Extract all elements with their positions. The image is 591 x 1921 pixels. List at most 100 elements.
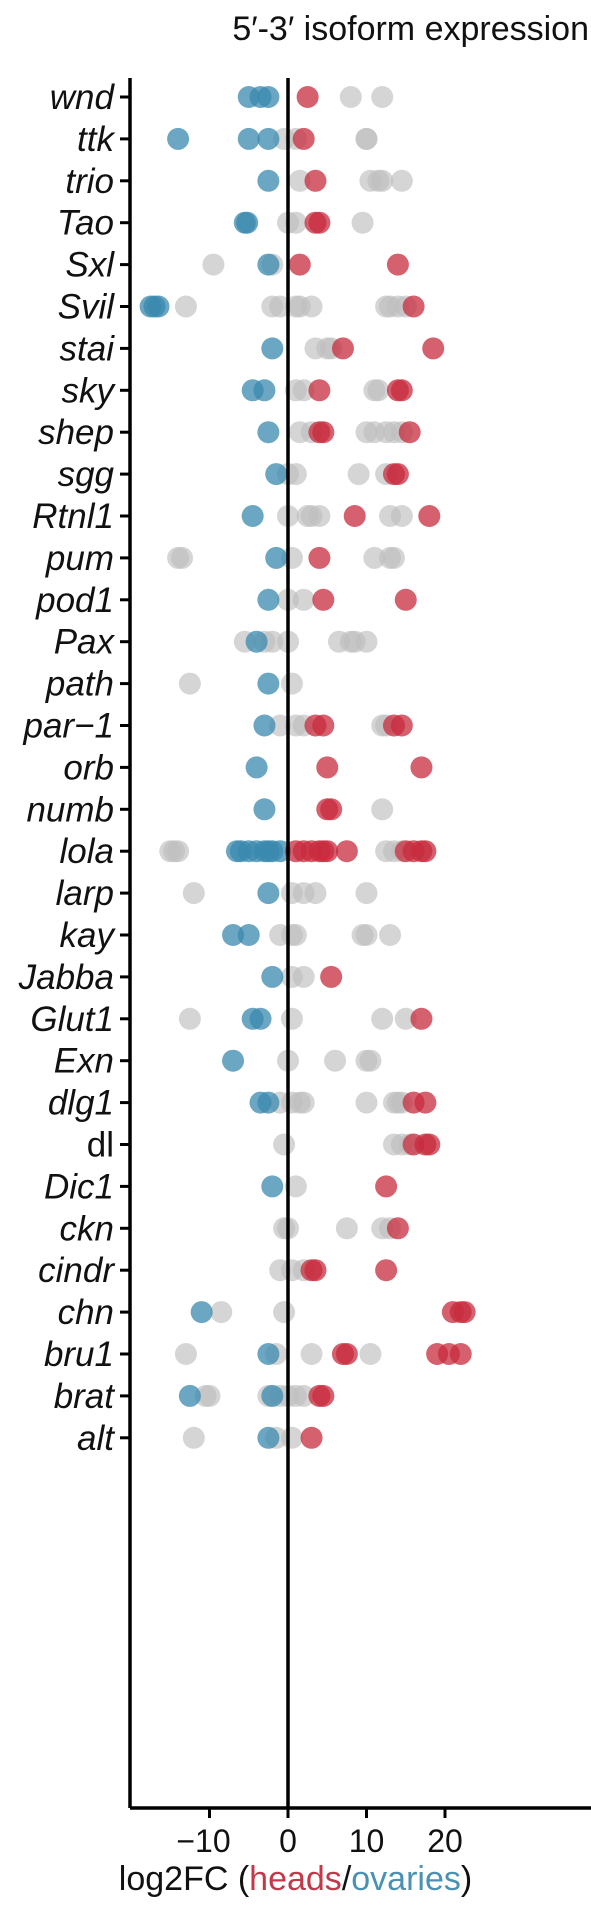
not-significant-point	[351, 211, 374, 234]
gene-label: sgg	[58, 455, 115, 494]
gene-label: ttk	[77, 120, 115, 159]
ovaries-point	[167, 127, 190, 150]
not-significant-point	[371, 86, 394, 108]
not-significant-point	[371, 798, 394, 821]
gene-label: shep	[38, 413, 114, 452]
not-significant-point	[347, 463, 370, 486]
heads-point	[453, 1301, 476, 1324]
not-significant-point	[174, 295, 197, 318]
heads-point	[312, 588, 335, 611]
ovaries-point	[265, 546, 288, 569]
heads-point	[410, 1007, 433, 1030]
gene-label: lola	[60, 832, 114, 871]
heads-point	[449, 1343, 472, 1365]
heads-point	[296, 86, 319, 108]
gene-label: chn	[58, 1293, 114, 1332]
not-significant-point	[280, 1007, 303, 1030]
not-significant-point	[171, 546, 194, 569]
ovaries-point	[245, 630, 268, 653]
xtick-label: 0	[279, 1823, 297, 1859]
heads-point	[331, 337, 354, 360]
gene-label: larp	[56, 874, 114, 913]
heads-point	[312, 714, 335, 737]
heads-points	[284, 86, 476, 1449]
not-significant-point	[355, 882, 378, 905]
not-significant-point	[355, 127, 378, 150]
not-significant-point	[284, 463, 307, 486]
ovaries-point	[257, 253, 280, 276]
gene-label: trio	[65, 162, 114, 201]
x-axis-label-separator: /	[341, 1860, 352, 1898]
not-significant-point	[359, 1343, 382, 1365]
not-significant-point	[261, 630, 284, 653]
ovaries-point	[257, 882, 280, 905]
not-significant-point	[379, 924, 402, 946]
gene-label: orb	[63, 748, 114, 787]
heads-point	[422, 337, 445, 360]
ovaries-point	[241, 505, 264, 527]
not-significant-point	[292, 379, 315, 402]
ovaries-point	[257, 127, 280, 150]
ovaries-point	[257, 1091, 280, 1114]
not-significant-point	[198, 1384, 221, 1407]
heads-point	[308, 379, 331, 402]
not-significant-point	[178, 1007, 201, 1030]
heads-point	[390, 379, 413, 402]
heads-point	[335, 1343, 358, 1365]
xtick-label: 20	[427, 1823, 463, 1859]
not-significant-point	[269, 714, 292, 737]
heads-point	[304, 169, 327, 192]
heads-point	[414, 1091, 437, 1114]
heads-point	[292, 127, 315, 150]
heads-point	[375, 1175, 398, 1198]
not-significant-point	[355, 924, 378, 946]
heads-point	[414, 840, 437, 863]
gene-label: path	[45, 665, 114, 704]
ovaries-point	[257, 588, 280, 611]
heads-point	[375, 1259, 398, 1282]
x-axis-label: log2FC (heads/ovaries)	[0, 1860, 591, 1899]
not-significant-point	[273, 1133, 296, 1156]
y-ticks: wndttktrioTaoSxlSvilstaiskyshepsggRtnl1p…	[18, 78, 130, 1458]
heads-point	[343, 505, 366, 527]
heads-point	[312, 421, 335, 444]
not-significant-point	[355, 1091, 378, 1114]
heads-point	[402, 295, 425, 318]
heads-point	[390, 714, 413, 737]
ovaries-point	[261, 1175, 284, 1198]
not-significant-point	[355, 630, 378, 653]
x-axis-label-suffix: )	[460, 1860, 473, 1898]
gene-label: sky	[62, 371, 117, 410]
ovaries-point	[261, 337, 284, 360]
xtick-label: −10	[176, 1823, 230, 1859]
gene-label: pum	[45, 539, 114, 578]
ovaries-point	[236, 211, 259, 234]
x-ticks: −10 0 10 20	[176, 1808, 463, 1859]
gene-label: Exn	[54, 1042, 114, 1081]
ovaries-point	[237, 924, 260, 946]
not-significant-point	[304, 882, 327, 905]
gene-label: Dic1	[44, 1167, 114, 1206]
ovaries-point	[257, 86, 280, 108]
heads-point	[316, 756, 339, 779]
not-significant-point	[382, 546, 405, 569]
not-significant-point	[280, 672, 303, 695]
ovaries-point	[257, 169, 280, 192]
ovaries-point	[261, 1384, 284, 1407]
gene-label: kay	[60, 916, 117, 955]
gene-label: Sxl	[65, 246, 115, 285]
gene-label: Rtnl1	[32, 497, 114, 536]
not-significant-point	[390, 169, 413, 192]
not-significant-point	[288, 169, 311, 192]
not-significant-point	[174, 1343, 197, 1365]
heads-point	[418, 505, 441, 527]
ovaries-point	[269, 840, 292, 863]
x-axis-label-prefix: log2FC (	[118, 1860, 250, 1898]
gene-label: brat	[54, 1377, 116, 1416]
gene-label: wnd	[50, 78, 116, 117]
heads-point	[320, 965, 343, 988]
not-significant-point	[292, 588, 315, 611]
not-significant-point	[300, 295, 323, 318]
ovaries-points	[139, 86, 292, 1449]
